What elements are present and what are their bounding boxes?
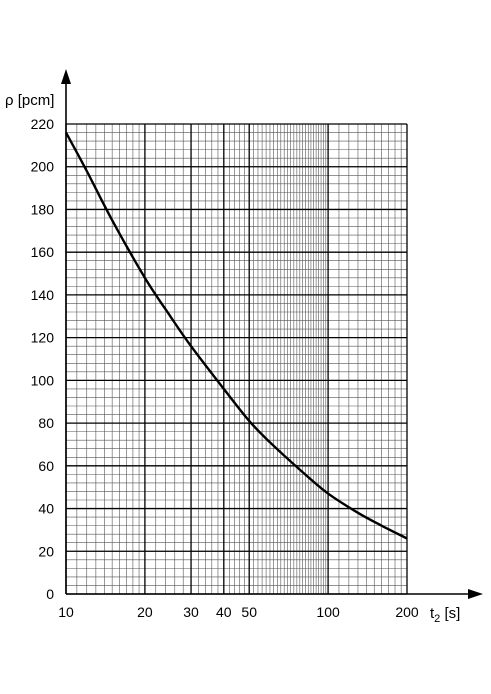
y-tick-label: 0 bbox=[46, 586, 54, 602]
x-axis-title-symbol: t bbox=[430, 605, 435, 622]
y-tick-labels: 0 20 40 60 80 100 120 140 160 180 200 220 bbox=[31, 116, 55, 602]
x-tick-label: 50 bbox=[241, 604, 257, 620]
x-tick-labels: 10 20 30 40 50 100 200 bbox=[58, 604, 419, 620]
y-axis-title: ρ [pcm] bbox=[5, 92, 54, 109]
x-tick-label: 20 bbox=[137, 604, 153, 620]
data-series bbox=[64, 131, 408, 540]
x-tick-label: 100 bbox=[316, 604, 340, 620]
x-tick-label: 200 bbox=[395, 604, 419, 620]
x-tick-label: 10 bbox=[58, 604, 74, 620]
axes bbox=[61, 69, 483, 599]
series-line bbox=[64, 131, 408, 540]
x-tick-label: 30 bbox=[183, 604, 199, 620]
y-tick-label: 140 bbox=[31, 287, 55, 303]
y-tick-label: 40 bbox=[38, 501, 54, 517]
major-grid bbox=[65, 123, 408, 595]
x-axis-title-subscript: 2 bbox=[434, 613, 440, 625]
x-tick-label: 40 bbox=[216, 604, 232, 620]
y-tick-label: 100 bbox=[31, 372, 55, 388]
y-tick-label: 60 bbox=[38, 458, 54, 474]
y-axis-arrow bbox=[61, 69, 71, 84]
x-axis-arrow bbox=[468, 589, 483, 599]
y-tick-label: 200 bbox=[31, 159, 55, 175]
y-tick-label: 120 bbox=[31, 330, 55, 346]
y-tick-label: 220 bbox=[31, 116, 55, 132]
x-axis-title: t2 [s] bbox=[430, 605, 460, 625]
y-tick-label: 20 bbox=[38, 543, 54, 559]
y-tick-label: 160 bbox=[31, 244, 55, 260]
y-tick-label: 80 bbox=[38, 415, 54, 431]
x-axis-title-unit: [s] bbox=[440, 605, 460, 622]
minor-grid bbox=[65, 123, 408, 595]
y-tick-label: 180 bbox=[31, 201, 55, 217]
